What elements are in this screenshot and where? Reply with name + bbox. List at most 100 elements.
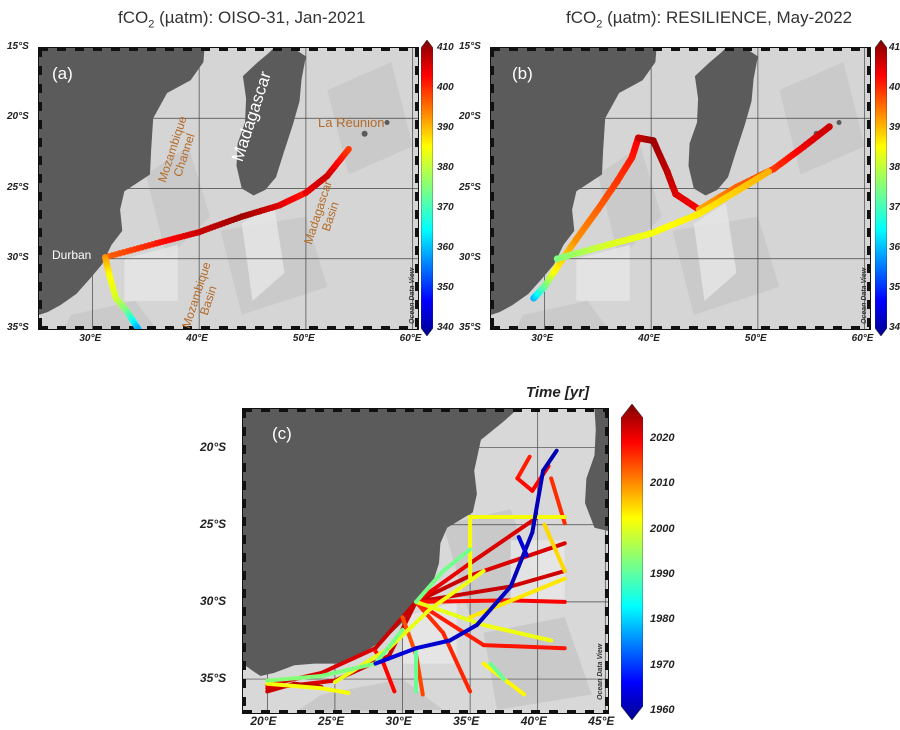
panel-c-watermark: Ocean Data View	[597, 643, 604, 700]
track-segment	[468, 576, 567, 620]
track-segment	[541, 448, 559, 473]
cruise-track-23	[373, 623, 479, 666]
lon-tick-label: 35°E	[453, 714, 480, 728]
colorbar-tick-label: 380	[437, 162, 454, 173]
track-segment	[414, 598, 513, 604]
panel-b-title: fCO2 (µatm): RESILIENCE, May-2022	[566, 8, 852, 30]
colorbar-tick-label: 2010	[650, 477, 675, 490]
cruise-track-24	[474, 448, 559, 627]
colorbar-tick-label: 400	[889, 82, 900, 93]
lon-tick-label: 40°E	[186, 333, 208, 344]
lon-tick-label: 30°E	[531, 333, 554, 344]
track-1	[634, 134, 703, 214]
panel-a-colorbar	[421, 40, 433, 336]
lat-tick-label: 15°S	[7, 41, 29, 52]
lat-tick-label: 30°S	[459, 251, 481, 263]
panel-a-title-sub: 2	[148, 18, 155, 31]
panel-b-map-canvas	[491, 48, 870, 329]
track-point	[765, 168, 772, 175]
colorbar-tick-label: 1970	[650, 658, 675, 671]
lon-tick-label: 20°E	[250, 714, 277, 728]
panel-b-watermark: Ocean Data View	[861, 267, 868, 324]
track-segment	[508, 530, 535, 589]
track-segment	[265, 674, 324, 683]
panel-a-title-rest: (µatm): OISO-31, Jan-2021	[154, 8, 366, 27]
cruise-track-25	[516, 535, 529, 558]
panel-b-map	[490, 47, 871, 330]
colorbar-tick-label: 360	[889, 242, 900, 253]
track-segment	[441, 547, 473, 573]
colorbar-tick-label: 340	[437, 322, 454, 333]
track-segment	[515, 454, 532, 481]
colorbar-tick-label: 1960	[650, 704, 675, 716]
panel-c-label: (c)	[272, 424, 292, 443]
colorbar-tick-label: 370	[437, 202, 454, 213]
panel-c-map-canvas	[243, 409, 608, 713]
track-segment	[414, 599, 446, 635]
track-segment	[414, 599, 486, 627]
lon-tick-label: 60°E	[851, 333, 874, 344]
colorbar-tick-label: 2020	[650, 432, 675, 444]
track-segment	[381, 661, 397, 694]
lat-tick-label: 30°S	[200, 593, 227, 608]
track-0	[530, 134, 642, 302]
track-segment	[468, 515, 540, 566]
track-3	[553, 168, 772, 263]
colorbar-tick-label: 380	[889, 162, 900, 173]
lon-tick-label: 60°E	[399, 333, 422, 344]
lat-tick-label: 15°S	[459, 41, 481, 52]
track-segment	[474, 584, 513, 627]
cruise-track-16	[468, 576, 567, 620]
colorbar-tick-label: 360	[437, 242, 454, 253]
colorbar-tick-label: 340	[889, 322, 900, 333]
track-segment	[468, 541, 567, 578]
track-segment	[447, 623, 479, 643]
colorbar-tick-label: 390	[889, 122, 900, 133]
lon-tick-label: 40°E	[638, 333, 660, 344]
colorbar-tick-label: 390	[437, 122, 454, 133]
panel-a-label: (a)	[52, 64, 73, 83]
track-segment	[387, 607, 432, 651]
cruise-track-19	[265, 627, 405, 683]
panel-c-map	[242, 408, 609, 714]
lon-tick-label: 30°E	[385, 714, 412, 728]
lon-tick-label: 40°E	[520, 714, 547, 728]
track-segment	[481, 623, 554, 643]
panel-a-title-prefix: fCO	[118, 8, 149, 27]
track-segment	[319, 661, 378, 678]
cruise-track-22	[488, 661, 506, 682]
track-segment	[373, 599, 418, 651]
track-segment	[508, 598, 567, 604]
track-segment	[265, 681, 324, 691]
track-segment	[508, 569, 567, 589]
colorbar-tick-label: 350	[889, 282, 900, 293]
track-segment	[515, 476, 535, 493]
label-durban: Durban	[52, 248, 92, 262]
track-1	[302, 146, 352, 196]
track-point	[345, 146, 352, 153]
lat-tick-label: 35°S	[459, 322, 481, 333]
track-segment	[414, 561, 473, 604]
cruise-track-14	[414, 599, 554, 643]
lat-tick-label: 20°S	[7, 111, 29, 123]
lat-tick-label: 30°S	[7, 251, 29, 263]
lat-tick-label: 25°S	[7, 181, 29, 193]
lat-tick-label: 35°S	[7, 322, 29, 333]
lon-tick-label: 50°E	[744, 333, 767, 344]
colorbar-tick-label: 410	[889, 42, 900, 53]
track-segment	[373, 627, 405, 666]
track-segment	[481, 643, 567, 651]
track-segment	[373, 646, 418, 666]
colorbar-tick-label: 370	[889, 202, 900, 213]
cruise-track-3	[414, 598, 567, 604]
colorbar-tick-label: 1980	[650, 613, 675, 626]
track-point	[135, 325, 142, 329]
lat-tick-label: 20°S	[200, 439, 227, 454]
track-segment	[414, 584, 513, 604]
cruise-track-18	[265, 681, 351, 695]
label-la-reunion: La Réunion	[318, 115, 385, 130]
panel-b-title-sub: 2	[596, 18, 603, 31]
panel-a-watermark: Ocean Data View	[409, 267, 416, 324]
panel-c-colorbar	[621, 404, 643, 720]
cruise-track-20	[414, 547, 473, 604]
